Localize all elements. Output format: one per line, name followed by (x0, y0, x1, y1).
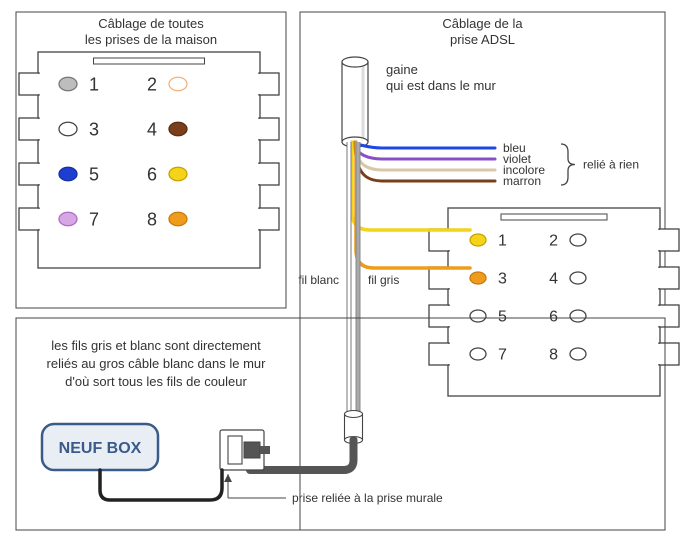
note-2: reliés au gros câble blanc dans le mur (47, 356, 267, 371)
svg-text:7: 7 (498, 347, 507, 364)
svg-text:1: 1 (89, 74, 99, 94)
svg-text:3: 3 (89, 119, 99, 139)
pin-8 (169, 212, 187, 226)
pin-1 (59, 77, 77, 91)
svg-text:4: 4 (549, 271, 558, 288)
left-panel: Câblage de toutesles prises de la maison… (16, 12, 286, 308)
svg-text:2: 2 (549, 233, 558, 250)
pin-3 (59, 122, 77, 136)
pin-3 (470, 272, 486, 284)
label-fil-gris: fil gris (368, 273, 399, 287)
pin-7 (470, 348, 486, 360)
pin-7 (59, 212, 77, 226)
svg-text:5: 5 (89, 164, 99, 184)
svg-text:6: 6 (147, 164, 157, 184)
svg-text:5: 5 (498, 309, 507, 326)
neufbox-label: NEUF BOX (59, 440, 142, 457)
svg-text:1: 1 (498, 233, 507, 250)
brace-label: relié à rien (583, 158, 639, 172)
pin-1 (470, 234, 486, 246)
svg-text:6: 6 (549, 309, 558, 326)
sheath-label-2: qui est dans le mur (386, 78, 497, 93)
pin-6 (570, 310, 586, 322)
svg-text:4: 4 (147, 119, 157, 139)
pin-5 (470, 310, 486, 322)
footer-note: les fils gris et blanc sont directement r… (47, 338, 267, 389)
svg-text:8: 8 (147, 209, 157, 229)
svg-text:prise ADSL: prise ADSL (450, 32, 515, 47)
note-3: d'où sort tous les fils de couleur (65, 374, 247, 389)
svg-text:3: 3 (498, 271, 507, 288)
svg-text:Câblage de la: Câblage de la (442, 16, 523, 31)
pin-2 (570, 234, 586, 246)
note-1: les fils gris et blanc sont directement (51, 338, 261, 353)
svg-text:8: 8 (549, 347, 558, 364)
left-title-2: les prises de la maison (85, 32, 217, 47)
pin-4 (570, 272, 586, 284)
pin-6 (169, 167, 187, 181)
pin-5 (59, 167, 77, 181)
wall-plug-label: prise reliée à la prise murale (292, 491, 443, 505)
svg-text:7: 7 (89, 209, 99, 229)
pin-4 (169, 122, 187, 136)
svg-text:2: 2 (147, 74, 157, 94)
wire-label-marron: marron (503, 174, 541, 188)
label-fil-blanc: fil blanc (298, 273, 339, 287)
left-title-1: Câblage de toutes (98, 16, 204, 31)
sheath-label-1: gaine (386, 62, 418, 77)
pin-8 (570, 348, 586, 360)
